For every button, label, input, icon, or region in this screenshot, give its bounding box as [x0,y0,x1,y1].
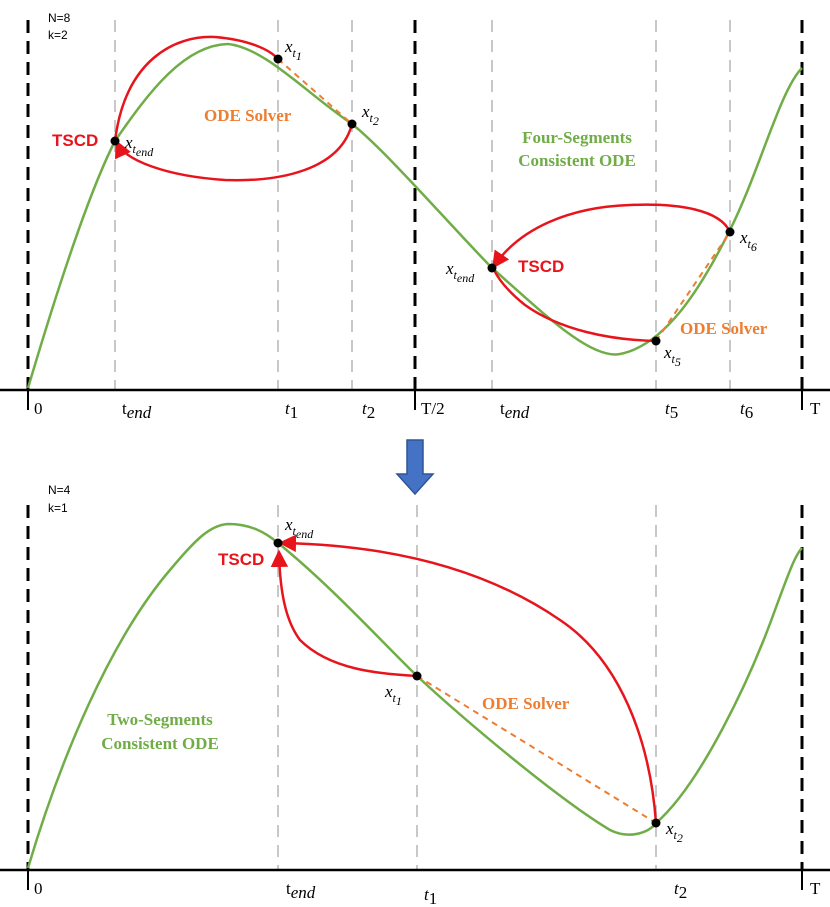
top-n-label: N=8 [48,11,71,25]
top-tick-tend: tend [122,399,152,422]
top-arc-upper-2 [492,203,732,269]
top-point-t6 [725,227,735,237]
top-label-x-tend-1: xtend [124,133,154,159]
top-ode-solver-label-1: ODE Solver [204,106,292,125]
top-tick-half: T/2 [421,399,445,418]
bottom-ode-solver-label: ODE Solver [482,694,570,713]
top-tick-t6: t6 [740,399,753,422]
bottom-label-x-t1: xt1 [384,682,402,708]
top-label-x-t5: xt5 [663,343,681,369]
top-point-t5 [651,336,661,346]
top-segments-label-line2: Consistent ODE [518,151,636,170]
bottom-point-t2 [651,818,661,828]
bottom-point-tend [273,538,283,548]
bottom-n-label: N=4 [48,483,71,497]
top-label-x-t2: xt2 [361,102,379,128]
bottom-point-t1 [412,671,422,681]
top-tick-T: T [810,399,821,418]
bottom-label-x-tend: xtend [284,515,314,541]
bottom-arc-outer [278,534,658,824]
bottom-k-label: k=1 [48,501,68,515]
top-label-x-t1: xt1 [284,37,302,63]
top-tick-tend-2: tend [500,399,530,422]
bottom-tick-0: 0 [34,879,43,898]
bottom-tscd-label: TSCD [218,550,264,569]
bottom-tick-tend: tend [286,879,316,902]
top-label-x-tend-2: xtend [445,259,475,285]
top-ode-solver-label-2: ODE Solver [680,319,768,338]
bottom-segments-label-line2: Consistent ODE [101,734,219,753]
bottom-tick-t2: t2 [674,879,687,902]
top-point-t2 [347,119,357,129]
top-points [110,54,735,346]
top-arc-lower-1 [115,123,354,182]
top-axis-ticks [27,390,803,410]
bottom-timestep-guides [277,505,657,870]
top-tick-0: 0 [34,399,43,418]
top-tick-t1: t1 [285,399,298,422]
top-tscd-label-2: TSCD [518,257,564,276]
top-ode-solver-step-1 [277,58,353,125]
bottom-panel: N=4 k=1 xtend xt1 xt2 TSCD ODE Solver [0,483,830,907]
bottom-label-x-t2: xt2 [665,819,683,845]
bottom-arc-inner [270,549,418,678]
top-arc-lower-2 [492,269,657,343]
top-label-x-t6: xt6 [739,228,757,254]
bottom-ode-trajectory [26,522,803,869]
top-k-label: k=2 [48,28,68,42]
top-tick-t2: t2 [362,399,375,422]
bottom-ode-solver-step [416,675,657,824]
top-segments-label-line1: Four-Segments [522,128,632,147]
top-tscd-label-1: TSCD [52,131,98,150]
top-panel: N=8 k=2 [0,11,830,422]
top-point-t1 [273,54,283,64]
bottom-tick-t1: t1 [424,885,437,907]
top-tick-t5: t5 [665,399,678,422]
top-arc-upper-1 [113,35,279,142]
bottom-axis-ticks [27,870,803,890]
top-point-tend-1 [110,136,120,146]
top-point-tend-2 [487,263,497,273]
bottom-points [273,538,661,828]
down-arrow-icon [395,439,435,496]
bottom-segments-label-line1: Two-Segments [107,710,213,729]
bottom-tick-T: T [810,879,821,898]
